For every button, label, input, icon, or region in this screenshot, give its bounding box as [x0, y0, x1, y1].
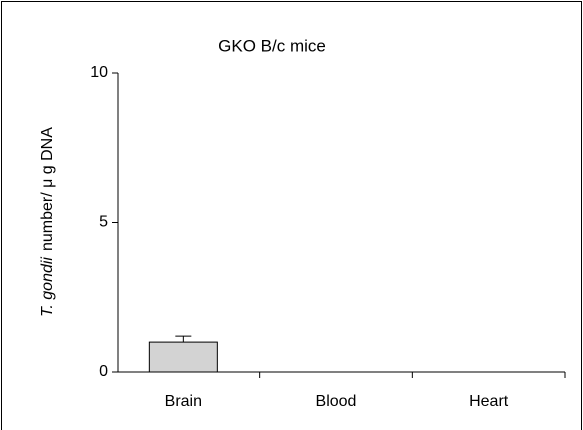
y-tick-label: 5 [99, 214, 108, 231]
bar [148, 341, 218, 373]
x-tick-label: Blood [316, 393, 357, 410]
y-axis-label: T. gondii number/ μ g DNA [39, 127, 56, 317]
y-tick-label: 0 [99, 363, 108, 380]
chart-title: GKO B/c mice [218, 36, 326, 55]
x-tick-label: Brain [165, 393, 202, 410]
y-axis-label-italic: T. gondii [39, 257, 56, 317]
x-tick-label: Heart [469, 393, 509, 410]
y-tick-label: 10 [90, 64, 108, 81]
y-axis-label-rest: number/ μ g DNA [39, 127, 56, 251]
